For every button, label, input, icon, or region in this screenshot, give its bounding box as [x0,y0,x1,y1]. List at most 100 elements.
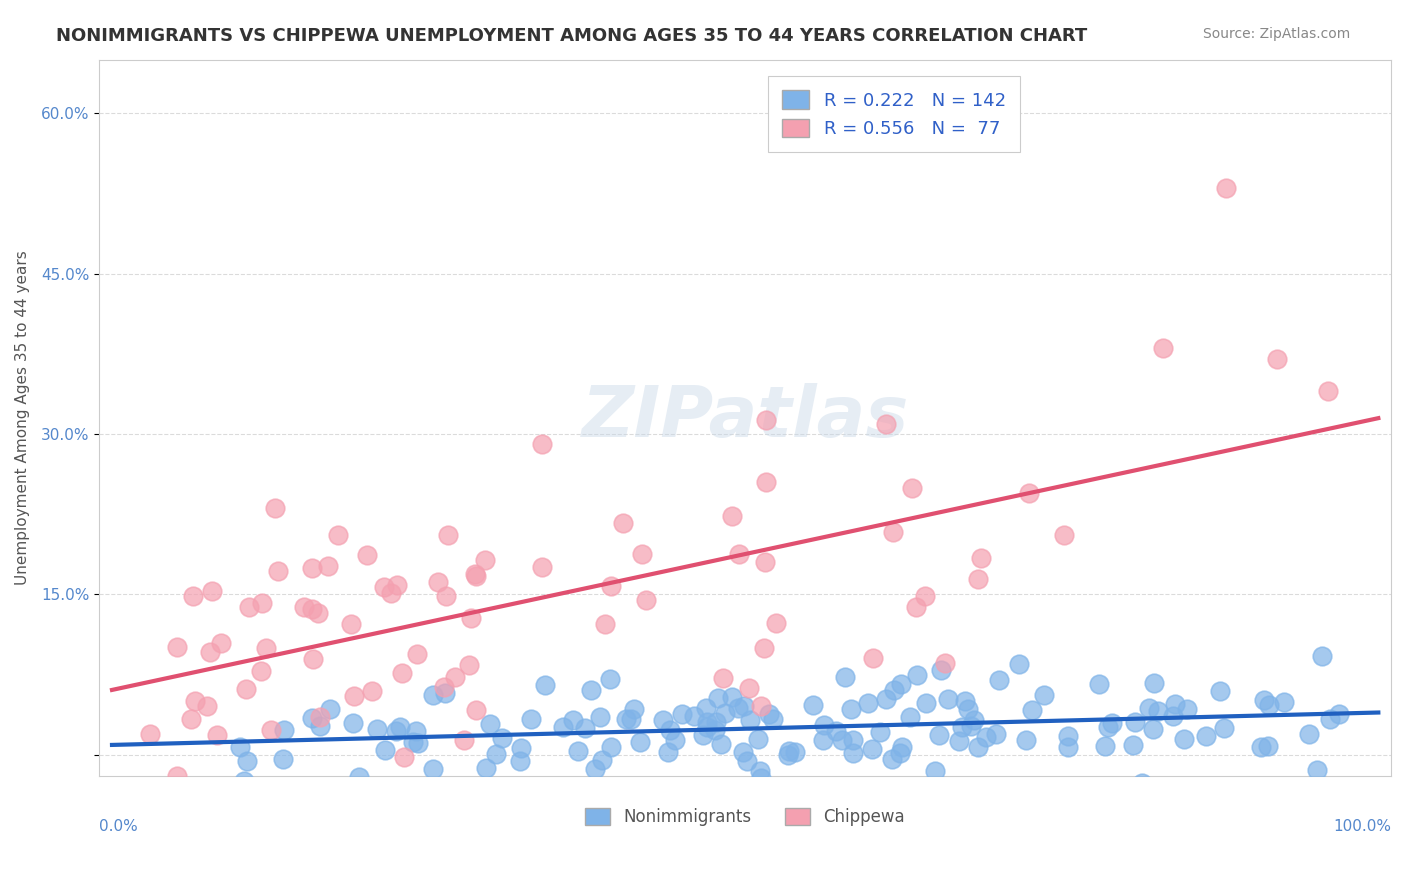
Legend: R = 0.222   N = 142, R = 0.556   N =  77: R = 0.222 N = 142, R = 0.556 N = 77 [768,76,1021,153]
Point [831,733,853,747]
Point [738,713,761,727]
Point [727,700,749,714]
Point [485,747,508,761]
Point [747,731,769,746]
Point [509,754,531,768]
Point [634,592,657,607]
Point [710,737,733,751]
Point [683,708,706,723]
Point [453,733,475,747]
Point [380,586,402,600]
Point [316,558,339,573]
Point [235,682,257,697]
Point [623,702,645,716]
Point [343,689,366,703]
Point [612,516,634,531]
Point [235,754,257,768]
Point [1257,739,1279,753]
Point [875,691,897,706]
Point [907,668,929,682]
Point [460,611,482,625]
Point [1312,649,1334,664]
Point [842,733,865,747]
Point [373,580,395,594]
Point [600,580,623,594]
Point [914,590,936,604]
Point [520,713,543,727]
Point [754,555,776,569]
Point [1164,697,1187,711]
Point [574,721,596,735]
Point [1008,657,1031,672]
Point [238,599,260,614]
Point [657,745,679,759]
Point [1137,701,1160,715]
Point [366,722,388,736]
Point [385,723,408,738]
Point [950,720,973,734]
Point [301,602,323,616]
Point [475,761,498,775]
Point [534,678,557,692]
Point [963,713,986,727]
Point [553,721,575,735]
Point [924,764,946,778]
Point [198,645,221,659]
Point [433,686,456,700]
Point [714,706,737,720]
Point [695,701,717,715]
Point [465,568,488,582]
Point [842,746,865,760]
Point [785,745,807,759]
Point [749,771,772,785]
Point [733,698,755,713]
Point [1146,704,1168,718]
Point [465,703,488,717]
Point [957,701,980,715]
Point [967,572,990,586]
Point [731,745,754,759]
Point [1173,732,1195,747]
Text: Source: ZipAtlas.com: Source: ZipAtlas.com [1202,27,1350,41]
Point [778,744,800,758]
Y-axis label: Unemployment Among Ages 35 to 44 years: Unemployment Among Ages 35 to 44 years [15,251,30,585]
Point [839,702,862,716]
Point [891,739,914,754]
Point [374,743,396,757]
Point [966,739,988,754]
Point [706,690,728,705]
Point [1258,698,1281,712]
Point [591,753,613,767]
Point [426,574,449,589]
Point [671,707,693,722]
Text: 0.0%: 0.0% [100,819,138,834]
Point [813,718,835,732]
Point [720,690,742,704]
Point [758,707,780,722]
Point [464,567,486,582]
Point [811,733,834,747]
Point [883,683,905,698]
Point [392,750,415,764]
Point [342,716,364,731]
Point [443,670,465,684]
Point [1161,709,1184,723]
Point [166,769,188,783]
Text: 100.0%: 100.0% [1333,819,1391,834]
Point [308,710,330,724]
Point [869,725,891,739]
Point [948,734,970,748]
Point [862,651,884,665]
Point [1130,775,1153,789]
Point [267,564,290,578]
Point [356,548,378,562]
Point [974,730,997,744]
Point [531,559,554,574]
Point [803,698,825,712]
Point [692,728,714,742]
Point [328,528,350,542]
Point [307,607,329,621]
Point [1175,702,1198,716]
Point [422,689,444,703]
Point [1250,739,1272,754]
